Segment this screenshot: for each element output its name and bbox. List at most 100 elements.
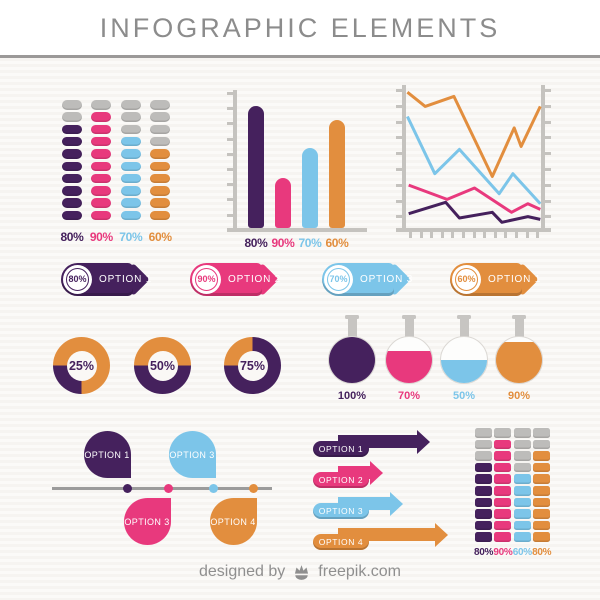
matrix-col-label: 80% — [60, 230, 84, 244]
orange-series — [405, 91, 542, 178]
x-axis-tick — [525, 231, 529, 238]
timeline-diagram: OPTION 1 OPTION 3 OPTION 3 OPTION 4 — [40, 425, 290, 565]
matrix-cell — [150, 173, 171, 184]
matrix-cell — [62, 161, 82, 172]
matrix-cell — [62, 149, 82, 159]
flask-lip — [345, 315, 359, 319]
y-axis-tick — [396, 199, 403, 203]
matrix-cell — [533, 509, 551, 519]
matrix-cell — [120, 210, 141, 221]
matrix-cell — [513, 486, 531, 496]
y-axis-tick — [227, 122, 234, 126]
flask-fill — [385, 350, 432, 383]
y-axis-tick — [396, 104, 403, 108]
footer-credit: designed by freepik.com — [0, 563, 600, 581]
flask-value-label: 70% — [397, 390, 421, 402]
bar — [248, 106, 264, 228]
matrix-cell — [120, 100, 141, 110]
y-axis-tick — [396, 168, 403, 171]
donut-value-label: 25% — [66, 350, 97, 381]
matrix-cell — [150, 186, 171, 196]
bar-label: 90% — [271, 236, 295, 250]
option-arrow: OPTION 3 — [313, 491, 463, 520]
matrix-cell — [120, 173, 141, 184]
bar — [275, 177, 291, 228]
matrix-cell — [494, 497, 512, 508]
matrix-cell — [494, 486, 512, 496]
y-axis-tick — [544, 89, 551, 92]
y-axis-tick — [227, 107, 234, 111]
y-axis-tick — [396, 152, 403, 156]
matrix-cell — [62, 124, 82, 135]
y-axis-tick — [227, 183, 234, 187]
y-axis-tick — [544, 120, 551, 124]
option-arrow: OPTION 2 — [313, 460, 463, 489]
flask-fill — [440, 360, 487, 383]
bar — [329, 120, 345, 228]
bar-label: 80% — [244, 236, 268, 250]
y-axis-tick — [227, 168, 234, 171]
line-chart — [396, 83, 552, 241]
option-arrow: OPTION 1 — [313, 429, 463, 458]
flask-neck — [514, 318, 524, 340]
flask-body — [439, 336, 488, 384]
x-axis-tick — [493, 231, 497, 238]
y-axis-tick — [227, 198, 234, 202]
flask-neck — [404, 318, 414, 340]
y-axis-tick — [227, 137, 234, 141]
y-axis-tick — [544, 168, 551, 171]
y-axis-right — [541, 85, 545, 232]
matrix-col-label: 80% — [532, 547, 552, 558]
matrix-cell — [62, 186, 82, 196]
matrix-cell — [150, 112, 171, 122]
matrix-cell — [120, 198, 141, 208]
y-axis-tick — [544, 183, 551, 187]
matrix-cell — [494, 532, 512, 543]
arrow-head — [370, 460, 383, 485]
matrix-cell — [494, 428, 512, 438]
matrix-col-label: 90% — [493, 547, 513, 558]
matrix-cell — [533, 428, 551, 438]
banner-label: OPTION 3 — [360, 274, 414, 285]
matrix-cell — [91, 136, 112, 147]
matrix-cell — [513, 509, 531, 519]
option-banner-row: 80% OPTION 1 90% OPTION 2 70% OPTION 3 60% OPTI… — [61, 263, 551, 299]
timeline-balloon: OPTION 4 — [209, 498, 257, 545]
matrix-cell — [494, 509, 512, 519]
matrix-cell — [91, 173, 112, 184]
matrix-cell — [513, 451, 531, 461]
matrix-cell — [150, 136, 171, 147]
timeline-balloon: OPTION 3 — [123, 498, 171, 545]
x-axis-tick — [451, 231, 455, 238]
y-axis-tick — [396, 120, 403, 124]
matrix-cell — [91, 210, 112, 221]
x-axis-tick — [462, 231, 465, 238]
matrix-cell — [475, 474, 492, 485]
blue-series — [405, 115, 541, 205]
matrix-cell — [120, 161, 141, 172]
x-axis-tick — [419, 231, 423, 238]
donut-value-label: 50% — [147, 350, 178, 381]
bar-label: 70% — [298, 236, 322, 250]
donut-value-label: 75% — [237, 350, 268, 381]
banner-label: OPTION 1 — [488, 274, 542, 285]
timeline-balloon: OPTION 3 — [168, 431, 216, 478]
matrix-col-label: 60% — [512, 547, 532, 558]
timeline-dot — [248, 484, 258, 493]
donut-chart-row: 25% 50% 75% — [53, 337, 293, 397]
y-axis-tick — [396, 215, 403, 219]
flask-neck — [347, 318, 357, 340]
matrix-cell — [475, 497, 492, 508]
flask-body — [384, 336, 433, 384]
matrix-cell — [120, 149, 141, 159]
x-axis-tick — [440, 231, 444, 238]
arrow-option-pill: OPTION 1 — [313, 441, 369, 457]
timeline-dot — [163, 484, 173, 493]
y-axis-tick — [544, 215, 551, 219]
pink-series — [407, 183, 541, 214]
matrix-cell — [475, 428, 492, 438]
matrix-cell — [533, 474, 551, 485]
page-title: INFOGRAPHIC ELEMENTS — [99, 13, 501, 43]
option-banner: 90% OPTION 2 — [190, 263, 290, 296]
